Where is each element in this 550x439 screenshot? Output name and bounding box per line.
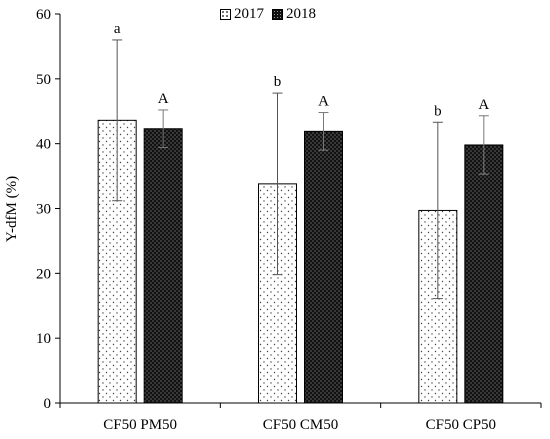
bar-2018-3 <box>464 144 504 404</box>
significance-letter: a <box>114 21 121 37</box>
legend-label-2017: 2017 <box>234 6 264 22</box>
y-tick-label: 30 <box>36 202 51 218</box>
y-tick-label: 0 <box>44 396 52 412</box>
bar-2018-2 <box>304 130 343 404</box>
legend: 2017 2018 <box>220 6 324 23</box>
significance-letter: b <box>434 103 442 119</box>
y-tick-label: 10 <box>36 331 51 347</box>
y-tick-label: 40 <box>36 137 51 153</box>
legend-label-2018: 2018 <box>286 6 316 22</box>
x-tick-label: CF50 CM50 <box>263 417 338 433</box>
legend-swatch-2017 <box>220 9 231 20</box>
y-tick-label: 60 <box>36 7 51 23</box>
y-axis-label: Y-dfM (%) <box>4 176 20 242</box>
axes: 0 10 20 30 40 50 60 CF50 PM50 CF50 CM50 CF50 CP50 <box>36 7 542 433</box>
x-tick-label: CF50 CP50 <box>426 417 496 433</box>
legend-item-2018: 2018 <box>272 6 316 23</box>
legend-item-2017: 2017 <box>220 6 264 23</box>
significance-letter: b <box>274 74 282 90</box>
significance-letter: A <box>158 91 169 107</box>
bar-2018-1 <box>143 128 183 404</box>
legend-swatch-2018 <box>272 9 283 20</box>
significance-letter: A <box>318 94 329 110</box>
bars-group: a b b A A A <box>97 21 504 404</box>
x-tick-label: CF50 PM50 <box>103 417 177 433</box>
y-tick-label: 20 <box>36 266 51 282</box>
significance-letter: A <box>478 97 489 113</box>
y-tick-label: 50 <box>36 72 51 88</box>
